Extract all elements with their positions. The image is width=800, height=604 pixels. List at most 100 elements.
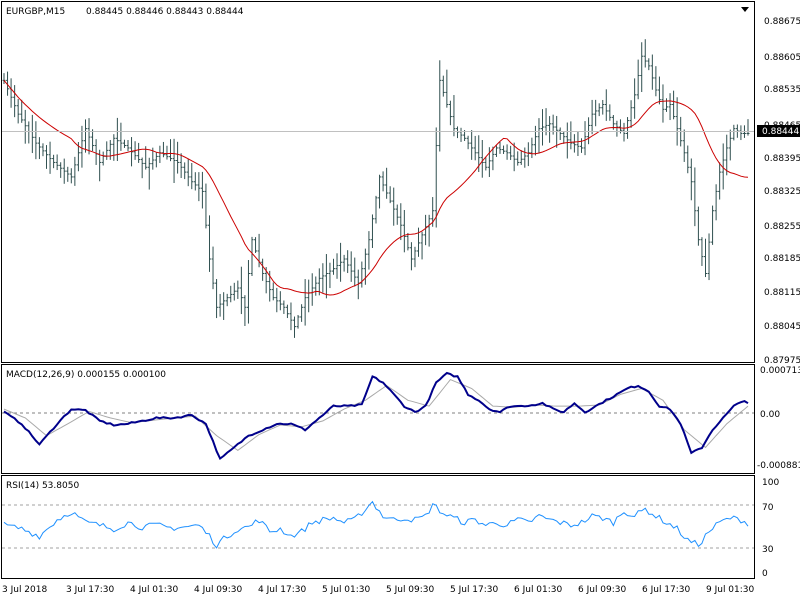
rsi-tick-label: 30 xyxy=(762,545,774,555)
price-bar xyxy=(370,214,374,248)
price-bar xyxy=(353,257,357,287)
price-bar xyxy=(583,121,587,156)
price-bar xyxy=(328,262,332,289)
price-bar xyxy=(193,172,197,191)
price-bar xyxy=(119,122,123,151)
price-bar xyxy=(533,125,537,156)
time-label: 6 Jul 09:30 xyxy=(578,585,627,595)
price-bar xyxy=(601,99,605,115)
price-bar xyxy=(6,71,10,96)
price-bar xyxy=(144,146,148,170)
price-tick-label: 0.88045 xyxy=(764,322,800,332)
price-bar xyxy=(682,129,686,162)
price-bar xyxy=(197,172,201,202)
macd-panel-frame xyxy=(1,364,755,474)
price-bar xyxy=(675,97,679,146)
price-tick-label: 0.88675 xyxy=(764,17,800,27)
price-bar xyxy=(438,60,442,152)
price-bar xyxy=(587,117,591,145)
price-bar xyxy=(502,145,506,154)
price-bar xyxy=(367,231,371,270)
price-bar xyxy=(87,118,91,155)
time-label: 5 Jul 01:30 xyxy=(322,585,371,595)
price-bar xyxy=(137,142,141,163)
price-bar xyxy=(693,167,697,227)
price-bar xyxy=(285,304,289,319)
price-bar xyxy=(544,108,548,136)
price-bar xyxy=(108,140,112,160)
price-bar xyxy=(321,263,325,293)
price-bar xyxy=(303,279,307,326)
price-bar xyxy=(569,121,573,150)
time-label: 4 Jul 17:30 xyxy=(258,585,307,595)
macd-signal-line xyxy=(3,378,749,452)
price-bar xyxy=(154,152,158,168)
macd-tick-label: 0.00 xyxy=(760,410,780,420)
rsi-line xyxy=(3,500,749,549)
macd-main-line xyxy=(3,371,749,461)
price-bar xyxy=(190,163,194,190)
price-bar xyxy=(83,119,87,153)
price-bar xyxy=(636,59,640,100)
price-tick-label: 0.87975 xyxy=(764,356,800,366)
price-tick-label: 0.88185 xyxy=(764,254,800,264)
price-bar xyxy=(172,138,176,184)
price-tick-label: 0.88605 xyxy=(764,53,800,63)
price-bar xyxy=(360,261,364,288)
current-price-tag-label: 0.88444 xyxy=(762,127,799,137)
rsi-tick-label: 70 xyxy=(762,503,774,513)
price-bar xyxy=(434,127,438,228)
price-bar xyxy=(165,145,169,160)
price-bar xyxy=(604,89,608,121)
price-bar xyxy=(597,103,601,117)
price-bar xyxy=(395,204,399,225)
price-bar xyxy=(232,282,236,301)
macd-tick-label: -0.000881 xyxy=(757,461,800,471)
price-bar xyxy=(140,157,144,179)
price-bar xyxy=(34,121,38,160)
price-bar xyxy=(640,42,644,93)
price-bar xyxy=(392,187,396,226)
price-bar xyxy=(112,134,116,161)
price-bar xyxy=(562,131,566,144)
price-bar xyxy=(558,127,562,140)
price-bar xyxy=(204,183,208,229)
macd-tick-label: 0.000713 xyxy=(760,366,800,376)
chevron-down-icon[interactable] xyxy=(741,7,749,12)
price-bar xyxy=(470,130,474,160)
price-bar xyxy=(80,125,84,168)
price-bar xyxy=(519,150,523,165)
price-bar xyxy=(76,142,80,172)
price-bar xyxy=(548,116,552,143)
price-bar xyxy=(579,138,583,153)
price-bar xyxy=(183,162,187,180)
price-bar xyxy=(48,141,52,174)
price-bar xyxy=(594,99,598,127)
price-bar xyxy=(689,158,693,201)
price-bar xyxy=(728,129,732,161)
price-bar xyxy=(215,279,219,319)
price-bar xyxy=(66,166,70,182)
price-bar xyxy=(289,302,293,331)
price-bar xyxy=(406,232,410,251)
price-bar xyxy=(13,85,17,118)
price-bar xyxy=(218,293,222,317)
price-bar xyxy=(229,285,233,303)
price-bar xyxy=(296,314,300,329)
price-bar xyxy=(381,171,385,192)
time-label: 6 Jul 01:30 xyxy=(514,585,563,595)
price-bar xyxy=(207,215,211,272)
price-bar xyxy=(526,142,530,167)
price-bar xyxy=(512,142,516,172)
price-bar xyxy=(703,238,707,278)
moving-average-line xyxy=(3,80,749,296)
price-tick-label: 0.88115 xyxy=(764,288,800,298)
price-bar xyxy=(494,145,498,157)
price-bar xyxy=(52,154,56,169)
price-bar xyxy=(331,258,335,275)
price-bar xyxy=(186,158,190,187)
price-bar xyxy=(711,205,715,245)
price-bar xyxy=(721,143,725,190)
price-bar xyxy=(537,118,541,154)
